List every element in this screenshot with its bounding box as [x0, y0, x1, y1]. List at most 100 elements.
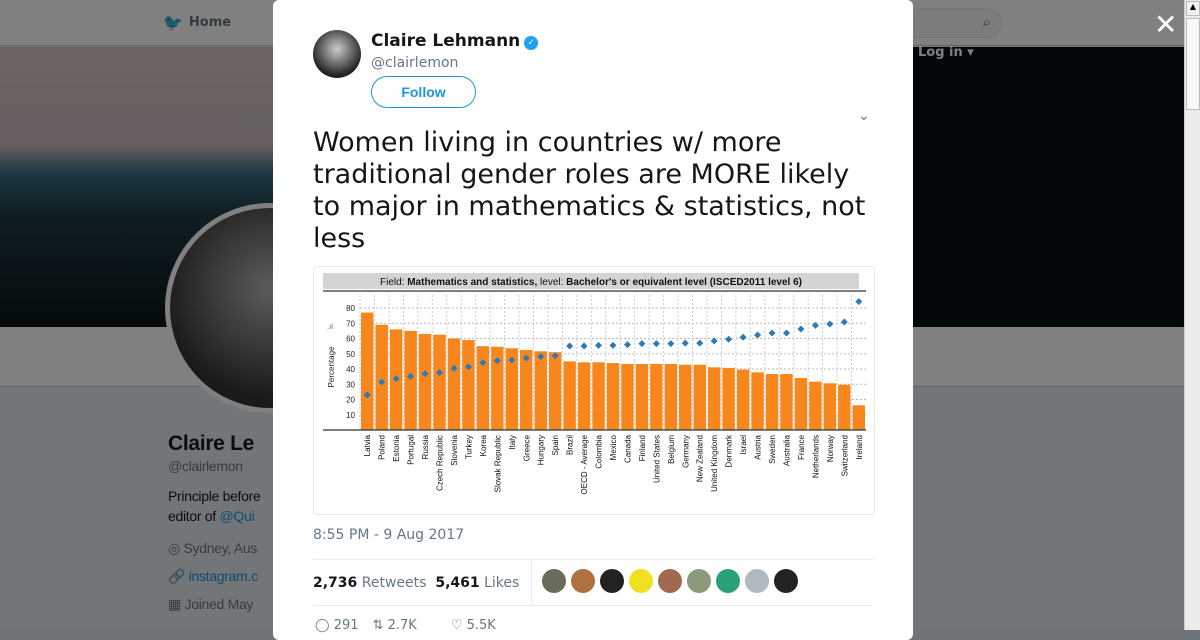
author-handle[interactable]: @clairlemon	[371, 55, 459, 71]
x-tick-label: Finland	[638, 435, 647, 461]
bar-italy	[505, 348, 519, 430]
bar-new-zealand	[693, 364, 706, 430]
liker-avatar[interactable]	[658, 568, 683, 593]
bar-canada	[621, 363, 634, 430]
y-tick-label: 50	[346, 350, 355, 359]
tweet-timestamp[interactable]: 8:55 PM - 9 Aug 2017	[313, 527, 465, 543]
y-tick-label: 20	[346, 396, 355, 405]
bar-oecd-average	[577, 362, 591, 430]
liker-avatar[interactable]	[600, 568, 625, 593]
y-axis-label: Percentage	[327, 346, 336, 387]
verified-badge-icon: ✓	[524, 36, 539, 50]
x-tick-label: Norway	[826, 435, 835, 462]
bar-spain	[548, 352, 562, 430]
x-tick-label: Slovak Republic	[493, 435, 502, 492]
diamond-marker	[768, 329, 776, 337]
x-tick-label: Korea	[479, 434, 488, 456]
liker-avatar[interactable]	[542, 568, 567, 593]
bio-mention-link[interactable]: @Qui	[219, 508, 255, 524]
diamond-marker	[811, 321, 819, 329]
diamond-marker	[725, 335, 733, 343]
diamond-marker	[580, 342, 588, 350]
x-tick-label: Poland	[378, 435, 387, 460]
retweet-count[interactable]: 2,736	[313, 574, 358, 591]
diamond-marker	[421, 370, 429, 378]
x-tick-label: Canada	[623, 434, 632, 463]
x-tick-label: Latvia	[363, 434, 372, 456]
author-name[interactable]: Claire Lehmann ✓	[371, 31, 539, 51]
y-tick-label: 10	[346, 411, 355, 420]
login-menu[interactable]: Log in ▾	[918, 45, 974, 60]
profile-bio: Principle before editor of @Qui	[168, 486, 261, 526]
profile-meta: ◎ Sydney, Aus 🔗 instagram.c ▦ Joined May	[168, 534, 260, 618]
x-tick-label: Spain	[551, 435, 560, 455]
diamond-marker	[436, 369, 444, 377]
bar-belgium	[664, 363, 678, 430]
liker-avatar[interactable]	[629, 568, 654, 593]
tweet-text: Women living in countries w/ more tradit…	[313, 127, 866, 254]
x-tick-label: Greece	[522, 434, 531, 461]
tweet-image-chart[interactable]: Field: Mathematics and statistics, level…	[313, 266, 875, 515]
like-count[interactable]: 5,461	[435, 574, 480, 591]
website-link[interactable]: instagram.c	[188, 568, 258, 584]
like-button[interactable]: ♡ 5.5K	[451, 618, 496, 633]
location-text: Sydney, Aus	[183, 540, 258, 556]
joined: ▦ Joined May	[168, 590, 260, 618]
x-tick-label: Colombia	[595, 434, 604, 468]
retweets-label: Retweets	[361, 574, 427, 591]
diamond-marker	[782, 329, 790, 337]
bar-united-states	[650, 363, 663, 430]
x-tick-label: Estonia	[392, 434, 401, 461]
bar-israel	[736, 369, 750, 430]
chart-title-part: Field:	[380, 277, 407, 288]
retweet-button[interactable]: ⇅ 2.7K	[373, 618, 417, 633]
diamond-marker	[363, 391, 371, 399]
bar-united-kingdom	[707, 367, 721, 430]
diamond-marker	[508, 356, 516, 364]
bar-norway	[823, 383, 837, 430]
reply-button[interactable]: ◯ 291	[315, 618, 359, 633]
liker-avatar[interactable]	[571, 568, 596, 593]
login-label: Log in	[918, 45, 963, 60]
scroll-up-icon[interactable]: ▲	[1186, 1, 1200, 16]
bar-korea	[476, 346, 490, 430]
website: 🔗 instagram.c	[168, 562, 260, 590]
reply-count: 291	[333, 618, 359, 633]
x-tick-label: Germany	[681, 435, 690, 468]
diamond-marker	[710, 337, 718, 345]
liker-avatar[interactable]	[716, 568, 741, 593]
diamond-marker	[609, 341, 617, 349]
chevron-down-icon[interactable]: ⌄	[858, 108, 870, 124]
bio-line: editor of @Qui	[168, 506, 260, 526]
author-avatar[interactable]	[313, 30, 361, 78]
joined-text: Joined May	[184, 596, 254, 612]
liker-avatars	[542, 568, 803, 597]
liker-avatar[interactable]	[745, 568, 770, 593]
diamond-marker	[464, 363, 472, 371]
x-tick-label: Denmark	[725, 434, 734, 467]
bar-hungary	[534, 351, 547, 430]
y-tick-label: 60	[346, 335, 355, 344]
scrollbar-thumb[interactable]	[1186, 18, 1200, 110]
twitter-bird-icon: 🐦	[163, 13, 183, 32]
cover-dark-region	[884, 47, 1184, 327]
x-tick-label: Hungary	[537, 435, 546, 465]
search-icon: ⌕	[982, 13, 991, 31]
bar-poland	[375, 324, 388, 430]
follow-button[interactable]: Follow	[371, 76, 476, 108]
diamond-marker	[855, 298, 863, 306]
liker-avatar[interactable]	[687, 568, 712, 593]
x-tick-label: Israel	[739, 435, 748, 455]
scrollbar[interactable]: ▲	[1184, 0, 1200, 630]
x-tick-label: OECD - Average	[580, 434, 589, 494]
close-icon[interactable]: ✕	[1154, 8, 1178, 41]
liker-avatar[interactable]	[774, 568, 799, 593]
nav-home[interactable]: 🐦 Home	[163, 13, 231, 32]
y-tick-label: 40	[346, 365, 355, 374]
tweet-stats: 2,736 Retweets 5,461 Likes	[313, 559, 873, 606]
tweet-actions: ◯ 291 ⇅ 2.7K ♡ 5.5K	[315, 618, 496, 633]
diamond-marker	[797, 325, 805, 333]
author-name-text: Claire Lehmann	[371, 31, 521, 51]
bar-turkey	[462, 340, 475, 430]
bio-line: Principle before	[168, 488, 261, 504]
